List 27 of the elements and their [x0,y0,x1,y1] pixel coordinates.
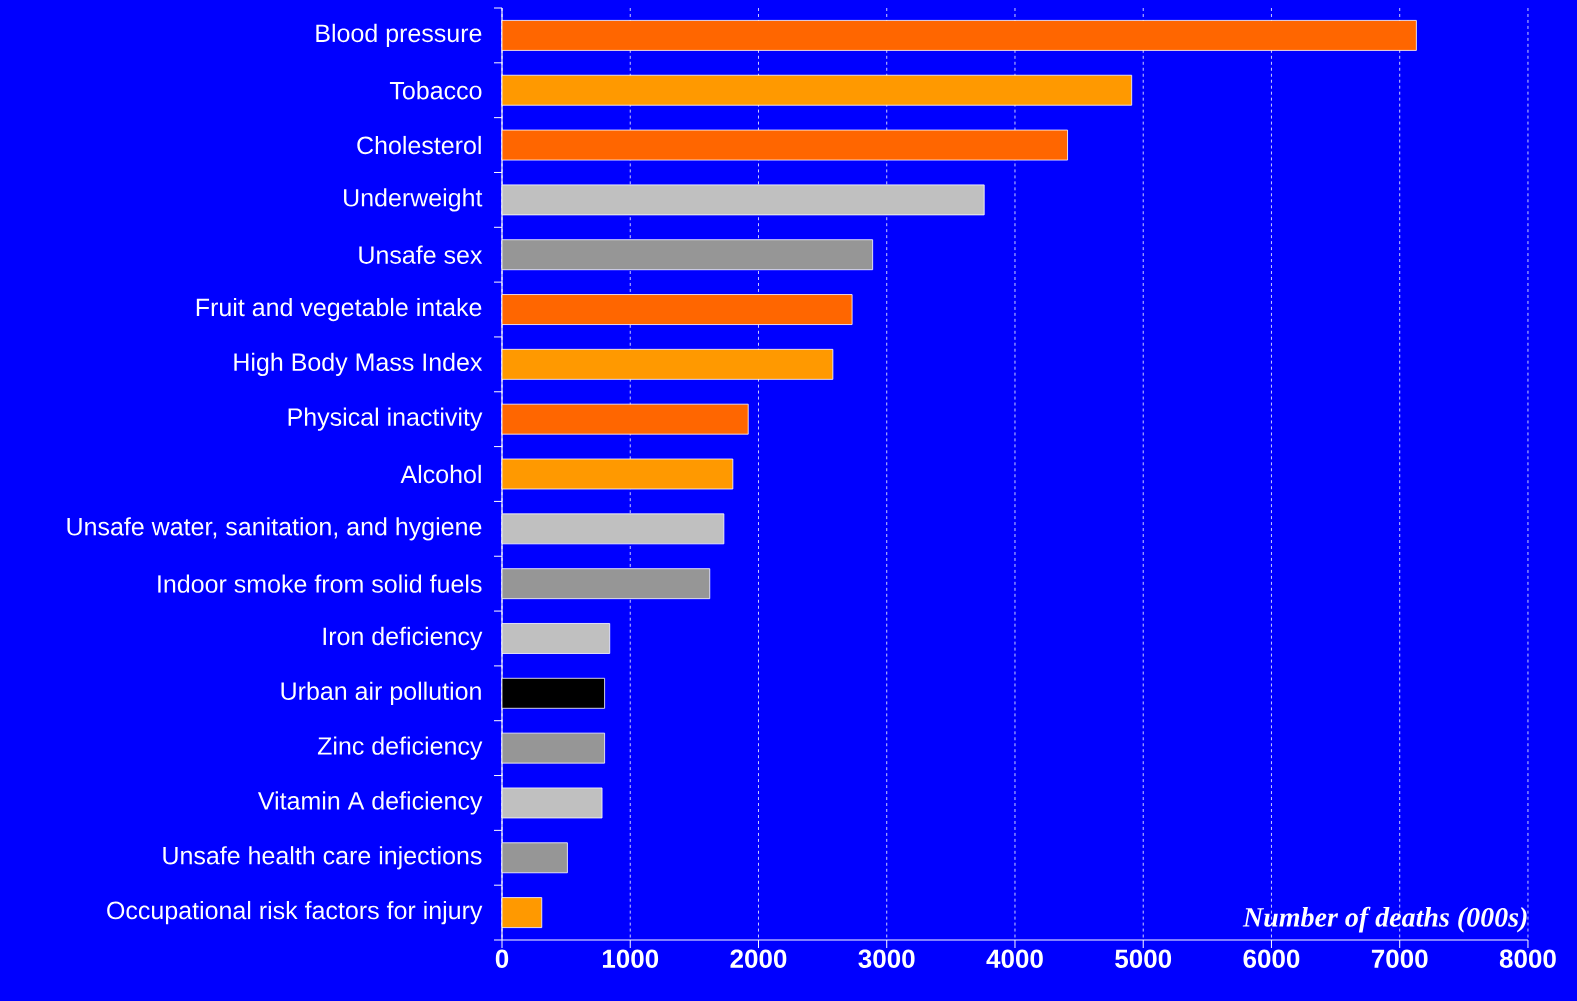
y-tick-label: Cholesterol [357,135,481,155]
x-tick-label: 4000 [986,949,1043,968]
y-tick-label: Blood pressure [316,23,482,48]
y-tick-label: Unsafe health care injections [163,846,482,870]
x-tick-label: 0 [495,949,509,968]
y-tick-label: Vitamin A deficiency [257,791,483,815]
y-tick-label: Alcohol [400,464,481,484]
x-tick-label: 8000 [1499,949,1556,968]
y-tick-label: Tobacco [389,81,482,100]
y-tick-label: Urban air pollution [281,681,481,705]
y-tick-label: Underweight [344,188,483,212]
x-axis-title: Number of deaths (000s) [1242,906,1527,933]
y-tick-label: Fruit and vegetable intake [196,297,482,322]
y-tick-label: High Body Mass Index [234,352,483,377]
y-tick-label: Zinc deficiency [317,736,483,760]
x-tick-label: 5000 [1115,949,1172,968]
y-tick-label: Unsafe sex [359,245,483,264]
y-tick-label: Iron deficiency [323,626,483,651]
y-tick-label: Occupational risk factors for injury [107,900,483,925]
x-tick-label: 6000 [1243,949,1300,968]
y-tick-label: Indoor smoke from solid fuels [158,574,482,593]
x-tick-label: 3000 [858,949,915,968]
y-tick-label: Unsafe water, sanitation, and hygiene [67,517,482,541]
x-tick-label: 2000 [730,949,787,968]
x-tick-label: 1000 [602,949,659,968]
y-tick-label: Physical inactivity [288,407,483,431]
x-tick-label: 7000 [1371,949,1428,968]
